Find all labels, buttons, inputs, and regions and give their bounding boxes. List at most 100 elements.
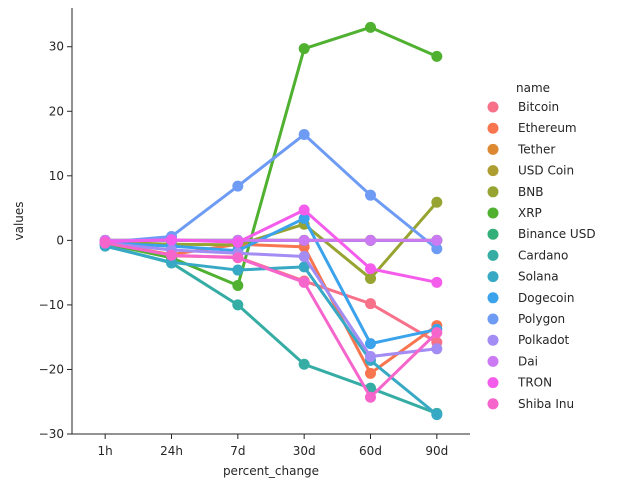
x-tick-label: 7d (230, 444, 245, 458)
series-line (105, 241, 438, 359)
legend-marker (487, 292, 499, 304)
legend-label: BNB (518, 185, 543, 199)
legend-item: TRON (487, 376, 552, 390)
series-line (104, 25, 438, 288)
data-point (365, 338, 376, 350)
legend-item: Tether (487, 142, 555, 156)
legend-label: Binance USD (518, 227, 596, 241)
data-point (431, 276, 443, 288)
x-ticks: 1h 24h 7d 30d 60d 90d (98, 434, 448, 458)
legend-marker (487, 249, 499, 261)
y-tick-label: 0 (56, 233, 64, 247)
legend-item: Shiba Inu (487, 397, 574, 411)
legend-item: XRP (487, 206, 542, 220)
series-line (105, 216, 438, 346)
data-point (365, 298, 376, 310)
series-cardano (99, 240, 443, 419)
x-tick-label: 90d (425, 444, 448, 458)
legend-label: Polygon (518, 312, 565, 326)
series-shiba-inu (99, 237, 443, 403)
legend-marker (487, 271, 499, 283)
data-point (232, 280, 244, 292)
legend-marker (487, 186, 499, 198)
legend-item: Polygon (487, 312, 565, 326)
series-dogecoin (99, 212, 443, 350)
y-ticks: −30 −20 −10 0 10 20 30 (39, 40, 72, 441)
data-point (365, 272, 376, 284)
data-point (431, 50, 443, 62)
legend-label: Tether (517, 142, 555, 156)
data-point (431, 243, 443, 255)
y-tick-label: −30 (39, 427, 64, 441)
legend-marker (487, 355, 499, 367)
data-point (298, 358, 310, 370)
data-point (166, 249, 177, 261)
legend-marker (487, 377, 499, 389)
data-point (298, 251, 310, 262)
legend-marker (487, 313, 499, 325)
legend: name Bitcoin Ethereum Tether USD Coin BNB XRP… (487, 81, 596, 411)
data-point (99, 237, 111, 249)
legend-marker (487, 143, 499, 155)
legend-item: Dogecoin (487, 291, 574, 305)
legend-label: Bitcoin (518, 100, 559, 114)
data-point (232, 264, 244, 276)
data-point (298, 234, 310, 246)
legend-title: name (516, 81, 550, 95)
legend-item: Polkadot (487, 333, 570, 347)
legend-label: Ethereum (518, 121, 577, 135)
legend-item: USD Coin (487, 164, 574, 178)
data-point (365, 189, 376, 201)
data-point (232, 236, 244, 248)
legend-label: Cardano (518, 248, 568, 262)
data-point (298, 129, 310, 141)
x-tick-label: 60d (359, 444, 382, 458)
y-tick-label: −20 (39, 362, 64, 376)
legend-item: Dai (487, 354, 538, 368)
legend-label: Polkadot (518, 333, 570, 347)
legend-item: Cardano (487, 248, 568, 262)
legend-item: BNB (487, 185, 543, 199)
legend-label: Dogecoin (518, 291, 574, 305)
legend-label: TRON (517, 376, 552, 390)
series-line (104, 244, 438, 416)
series-solana (99, 240, 443, 421)
data-point (365, 351, 376, 363)
series-line (104, 241, 438, 399)
legend-item: Solana (487, 270, 559, 284)
legend-label: USD Coin (518, 164, 574, 178)
data-point (365, 21, 376, 33)
data-point (232, 252, 244, 264)
data-point (232, 299, 244, 311)
data-point (431, 343, 443, 355)
data-point (431, 409, 443, 421)
data-point (365, 234, 376, 246)
legend-marker (487, 398, 499, 410)
data-point (298, 43, 310, 55)
data-point (365, 263, 376, 275)
data-point (431, 196, 443, 208)
legend-marker (487, 122, 499, 134)
data-point (298, 212, 310, 224)
series-layer (99, 21, 443, 421)
y-tick-label: −10 (39, 298, 64, 312)
legend-item: Bitcoin (487, 100, 559, 114)
data-point (298, 261, 310, 273)
axes: −30 −20 −10 0 10 20 30 1h 24h 7d 30d 60d 90d percen… (12, 8, 470, 478)
data-point (298, 276, 310, 288)
data-point (431, 234, 443, 246)
x-tick-label: 30d (293, 444, 316, 458)
x-tick-label: 1h (98, 444, 113, 458)
series-line (105, 208, 438, 284)
legend-item: Ethereum (487, 121, 577, 135)
data-point (166, 234, 177, 246)
data-point (365, 367, 376, 379)
x-tick-label: 24h (160, 444, 183, 458)
legend-marker (487, 207, 499, 219)
y-tick-label: 10 (49, 169, 64, 183)
legend-item: Binance USD (487, 227, 596, 241)
legend-marker (487, 165, 499, 177)
data-point (431, 327, 443, 339)
legend-label: Dai (518, 354, 538, 368)
